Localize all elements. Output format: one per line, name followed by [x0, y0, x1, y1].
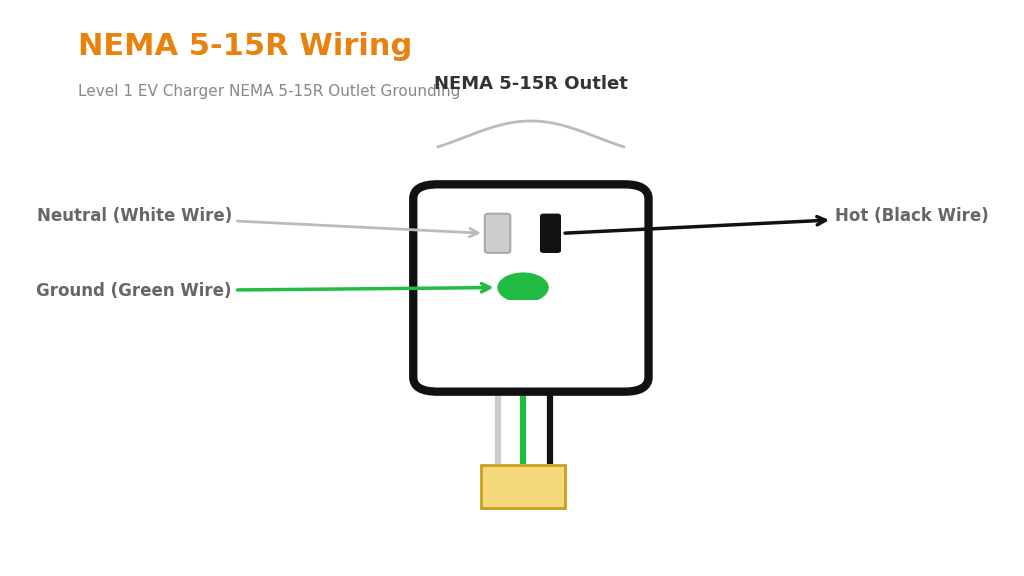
- Text: NEMA 5-15R Outlet: NEMA 5-15R Outlet: [434, 75, 628, 93]
- Text: Neutral (White Wire): Neutral (White Wire): [37, 207, 478, 237]
- FancyBboxPatch shape: [481, 465, 564, 509]
- FancyBboxPatch shape: [484, 214, 510, 253]
- Text: Ground (Green Wire): Ground (Green Wire): [37, 282, 489, 300]
- Text: NEMA 5-15R Wiring: NEMA 5-15R Wiring: [78, 32, 413, 60]
- FancyBboxPatch shape: [541, 214, 560, 252]
- Bar: [492, 300, 554, 309]
- FancyBboxPatch shape: [414, 184, 648, 392]
- Text: Hot (Black Wire): Hot (Black Wire): [565, 207, 988, 233]
- Circle shape: [498, 272, 549, 302]
- Text: Level 1 EV Charger NEMA 5-15R Outlet Grounding: Level 1 EV Charger NEMA 5-15R Outlet Gro…: [78, 84, 461, 98]
- Bar: [514, 288, 531, 300]
